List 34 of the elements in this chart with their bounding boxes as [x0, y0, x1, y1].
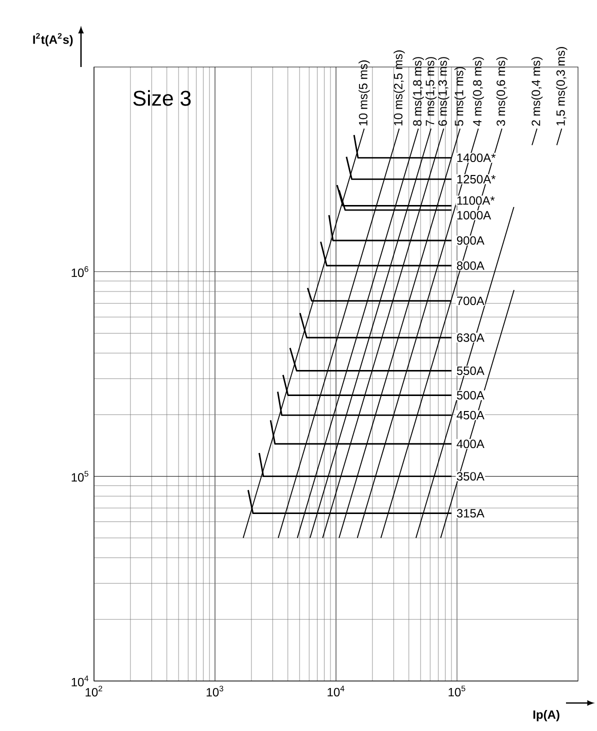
series-label: 350A	[456, 472, 484, 481]
text: 7 ms(1,5 ms)	[425, 57, 437, 126]
series-label: 450A	[456, 410, 484, 420]
series-label: 630A	[457, 333, 484, 342]
x-axis-title: Ip(A)	[533, 710, 560, 722]
y-axis-title: I$^{2}$t(A$^{2}$s)	[33, 33, 73, 46]
series-label: 1100A*	[457, 196, 495, 205]
series-label: 500A	[456, 390, 484, 400]
y-tick-label: 10$^{4}$	[72, 676, 88, 686]
series-label: 315A	[456, 509, 484, 518]
x-tick-label: 10$^{3}$	[206, 686, 224, 697]
series-label: 700A	[457, 296, 484, 306]
text: 1,5 ms(0,3 ms)	[556, 47, 568, 126]
text: 8 ms(1,8 ms)	[412, 57, 424, 126]
x-tick-label: 10$^{5}$	[448, 686, 466, 696]
text: 5 ms(1 ms)	[454, 67, 466, 126]
series-label: 900A	[456, 236, 484, 245]
series-label: 550A	[456, 366, 484, 375]
x-tick-label: 10$^{2}$	[86, 686, 102, 697]
series-label: 400A	[456, 440, 484, 448]
annotation: Size 3	[133, 90, 191, 106]
series-label: 1000A	[457, 210, 492, 220]
text: 2 ms(0,4 ms)	[531, 57, 543, 126]
y-tick-label: 10$^{5}$	[72, 470, 88, 482]
text: 6 ms(1,3 ms)	[438, 57, 450, 126]
text: 3 ms(0,6 ms)	[496, 57, 508, 126]
text: 10 ms(2,5 ms)	[394, 50, 405, 126]
series-label: 800A	[456, 261, 484, 270]
text: 4 ms(0,8 ms)	[472, 57, 484, 126]
text: 10 ms(5 ms)	[358, 60, 370, 126]
x-tick-label: 10$^{4}$	[328, 686, 344, 696]
series-label: 1400A*	[457, 154, 496, 162]
y-tick-label: 10$^{6}$	[72, 266, 88, 278]
series-label: 1250A*	[457, 174, 496, 184]
